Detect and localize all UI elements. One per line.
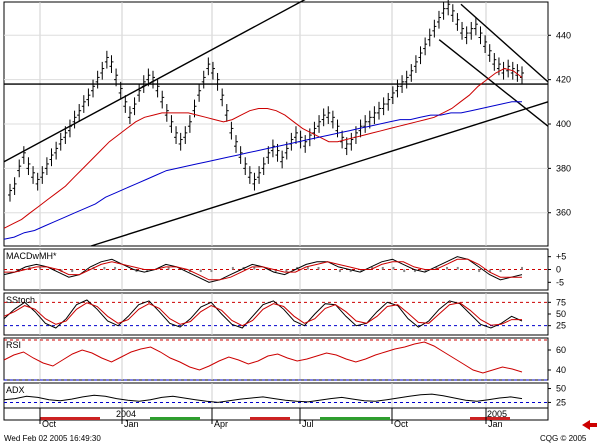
ytick-label-adx-0: 50: [556, 384, 566, 394]
trendlines: [3, 0, 549, 247]
macd-line-1: [4, 258, 522, 281]
ytick-label-rsi-0: 60: [556, 345, 566, 355]
rsi-line-0: [3, 341, 523, 374]
ytick-label-macd-1: 0: [556, 265, 561, 275]
ytick-label-price-1: 380: [556, 163, 571, 173]
footer-datetime: Wed Feb 02 2005 16:49:30: [4, 434, 101, 443]
panel-frame-stoch: [3, 292, 549, 336]
year-label-1: 2005: [487, 409, 507, 419]
grid-layer: [3, 1, 549, 409]
ytick-label-rsi-1: 40: [556, 365, 566, 375]
stoch-line-1: [3, 302, 522, 327]
panel-label-adx: ADX: [6, 385, 25, 395]
month-label-4: Oct: [394, 419, 409, 429]
ytick-label-macd-2: -5: [556, 277, 564, 287]
trendline-2: [90, 101, 549, 247]
time-axis-green-bar: [150, 417, 200, 420]
time-axis-red-bar: [40, 417, 100, 420]
ytick-label-price-0: 360: [556, 208, 571, 218]
panel-label-macd: MACDwMH*: [6, 251, 57, 261]
footer: Wed Feb 02 2005 16:49:30 CQG © 2005: [4, 434, 587, 443]
ytick-label-adx-1: 25: [556, 397, 566, 407]
ytick-label-macd-0: +5: [556, 252, 566, 262]
time-axis-green-bar: [320, 417, 390, 420]
time-axis-red-bar: [250, 417, 290, 420]
month-label-3: Jul: [302, 419, 314, 429]
trendline-3: [460, 3, 549, 83]
ytick-label-price-2: 400: [556, 119, 571, 129]
adx-line-0: [3, 393, 523, 403]
ytick-label-stoch-2: 25: [556, 321, 566, 331]
month-label-0: Oct: [42, 419, 57, 429]
moving-average-red: [3, 67, 523, 229]
series-layer: [3, 0, 524, 403]
time-axis-red-bar: [470, 417, 510, 420]
stoch-line-0: [3, 299, 523, 329]
ytick-label-stoch-1: 50: [556, 309, 566, 319]
trendline-4: [438, 39, 549, 127]
month-label-5: Jan: [488, 419, 503, 429]
axis-ticks: 360 380 400 420 440 +5 0 -5 75 50 25 60 40 50 25: [548, 30, 571, 407]
panel-frame-rsi: [3, 337, 549, 381]
month-label-1: Jan: [124, 419, 139, 429]
ytick-label-price-4: 440: [556, 30, 571, 40]
month-label-2: Apr: [214, 419, 228, 429]
panel-frame-adx: [3, 382, 549, 409]
panel-labels: MACDwMH* SStoch RSI ADX: [6, 251, 57, 395]
footer-copyright: CQG © 2005: [540, 434, 587, 443]
trendline-1: [3, 0, 306, 163]
scroll-right-icon[interactable]: [582, 420, 597, 430]
panel-label-rsi: RSI: [6, 340, 21, 350]
panel-label-stoch: SStoch: [6, 295, 35, 305]
ytick-label-price-3: 420: [556, 75, 571, 85]
moving-average-blue: [3, 101, 522, 240]
ytick-label-stoch-0: 75: [556, 297, 566, 307]
year-label-0: 2004: [116, 409, 136, 419]
